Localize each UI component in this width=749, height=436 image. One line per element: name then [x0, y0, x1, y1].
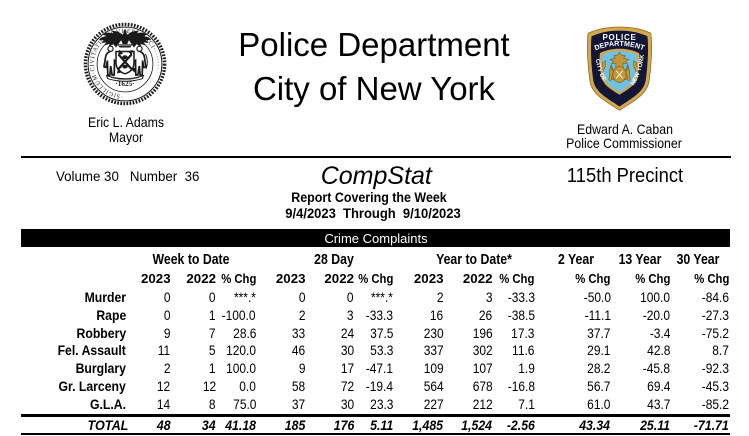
svg-text:DEPARTMENT: DEPARTMENT: [593, 39, 646, 53]
svg-text:POLICE: POLICE: [603, 34, 637, 43]
svg-text:·1625·: ·1625·: [115, 80, 134, 88]
